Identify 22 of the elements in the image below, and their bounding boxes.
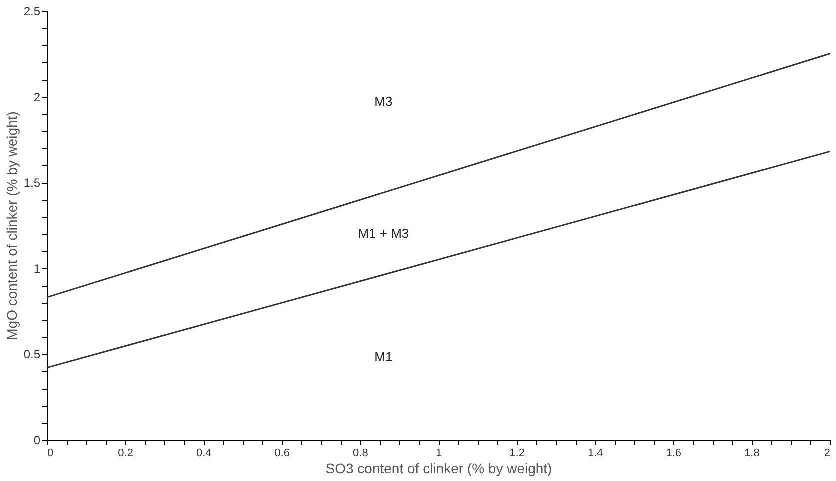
- annotation: M1 + M3: [358, 226, 410, 241]
- y-tick-label: 0: [34, 434, 41, 448]
- annotation: M1: [374, 349, 393, 364]
- x-axis-title: SO3 content of clinker (% by weight): [326, 460, 552, 476]
- x-tick-label: 1.6: [666, 448, 682, 460]
- x-tick-label: 0.4: [196, 448, 212, 460]
- x-tick-label: 1: [436, 448, 442, 460]
- x-tick-label: 1.2: [510, 448, 525, 460]
- x-tick-label: 0.2: [118, 448, 134, 460]
- y-tick-label: 2.5: [24, 4, 41, 18]
- y-tick-label: 0.5: [24, 348, 41, 362]
- x-tick-label: 1.8: [744, 448, 760, 460]
- y-axis-title: MgO content of clinker (% by weight): [4, 112, 20, 340]
- y-tick-label: 1,5: [24, 176, 41, 190]
- x-tick-label: 2: [824, 448, 830, 460]
- y-tick-label: 1: [34, 262, 41, 276]
- y-tick-label: 2: [34, 90, 41, 104]
- x-tick-label: 0.8: [353, 448, 368, 460]
- annotation: M3: [374, 94, 393, 109]
- x-tick-label: 0.6: [274, 448, 290, 460]
- x-tick-label: 1.4: [588, 448, 604, 460]
- x-tick-label: 0: [48, 448, 54, 460]
